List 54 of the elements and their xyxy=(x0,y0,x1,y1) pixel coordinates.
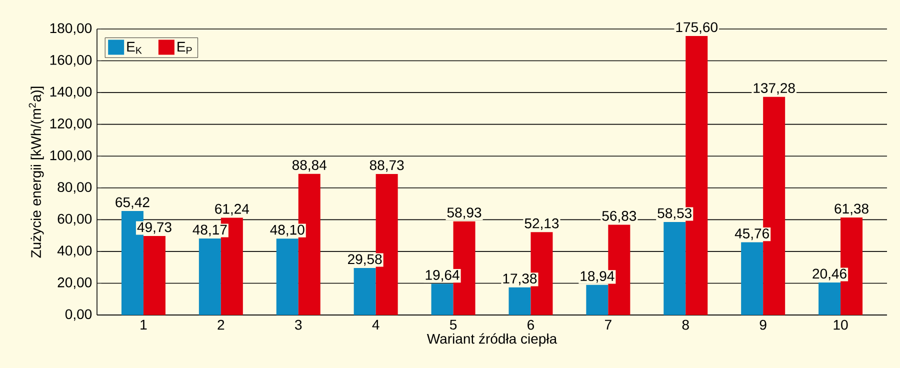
data-label: 18,94 xyxy=(580,271,614,283)
y-tick-label: 120,00 xyxy=(50,118,92,130)
x-tick-label: 5 xyxy=(450,320,457,330)
data-label: 19,64 xyxy=(426,270,460,282)
y-tick-label: 60,00 xyxy=(58,214,92,226)
data-label: 61,38 xyxy=(834,204,868,216)
x-axis-title: Wariant źródła ciepła xyxy=(426,333,558,347)
x-tick-label: 10 xyxy=(834,320,848,330)
data-label: 52,13 xyxy=(524,218,559,230)
data-label: 137,28 xyxy=(754,83,795,95)
x-tick-label: 6 xyxy=(528,320,534,330)
y-tick-label: 20,00 xyxy=(58,277,92,290)
y-tick-label: 140,00 xyxy=(50,86,92,98)
y-tick-label: 160,00 xyxy=(50,54,92,67)
y-tick-label: 180,00 xyxy=(50,23,92,35)
bar xyxy=(276,238,298,315)
bar xyxy=(818,282,841,315)
bar xyxy=(508,287,531,315)
x-tick-label: 7 xyxy=(605,320,612,330)
y-tick-label: 100,00 xyxy=(50,150,92,162)
x-tick-label: 2 xyxy=(218,320,224,330)
x-tick-label: 8 xyxy=(682,320,689,330)
x-tick-label: 9 xyxy=(760,320,766,330)
data-label: 58,93 xyxy=(447,208,482,220)
y-axis-title: Zużycie energii [kWh/(m$^{2}$a)] xyxy=(28,86,44,258)
bar xyxy=(664,222,686,315)
x-tick-label: 4 xyxy=(372,320,380,330)
bar xyxy=(354,268,376,315)
x-tick-label: 3 xyxy=(295,320,302,330)
bar xyxy=(586,284,608,315)
data-label: 49,73 xyxy=(137,222,172,234)
data-label: 29,58 xyxy=(348,254,382,266)
data-label: 65,42 xyxy=(116,197,150,209)
bar xyxy=(143,236,166,315)
data-label: 48,17 xyxy=(192,224,227,236)
data-label: 58,53 xyxy=(658,208,692,220)
data-label: 48,10 xyxy=(270,224,304,236)
data-label: 20,46 xyxy=(812,268,846,280)
data-label: 45,76 xyxy=(734,228,769,240)
data-label: 56,83 xyxy=(602,210,636,223)
y-tick-label: 40,00 xyxy=(57,246,92,258)
data-label: 88,73 xyxy=(370,160,404,172)
x-tick-label: 1 xyxy=(140,320,147,330)
data-label: 61,24 xyxy=(215,204,250,216)
bar xyxy=(198,238,221,315)
bar xyxy=(431,284,454,315)
bar xyxy=(741,242,764,315)
y-tick-label: 80,00 xyxy=(58,182,92,194)
legend-label: E$_{P}$ xyxy=(178,42,192,54)
y-tick-label: 0,00 xyxy=(65,309,92,321)
legend-label: E$_{K}$ xyxy=(127,42,142,54)
data-label: 88,84 xyxy=(292,160,326,172)
data-label: 17,38 xyxy=(503,274,537,286)
data-label: 175,60 xyxy=(676,22,718,34)
